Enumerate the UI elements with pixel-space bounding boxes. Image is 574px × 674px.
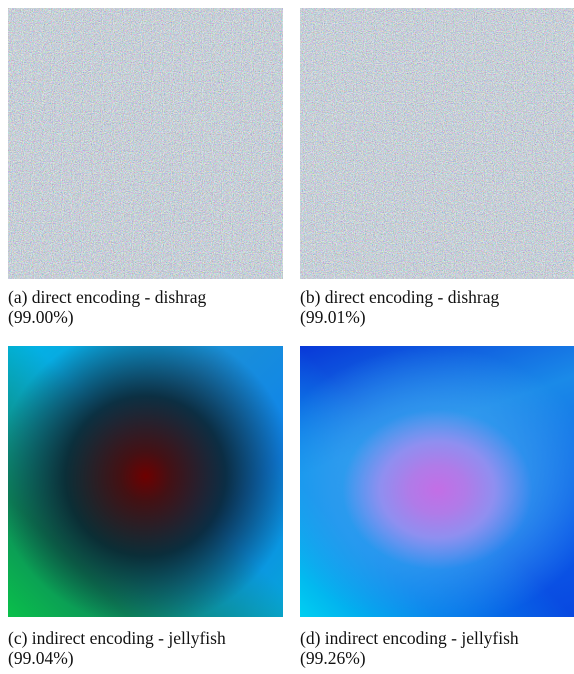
caption-score: (99.01%)	[300, 307, 574, 327]
caption-score: (99.04%)	[8, 648, 283, 668]
page: (a) direct encoding - dishrag (99.00%) (…	[0, 0, 574, 674]
caption-text: (d) indirect encoding - jellyfish	[300, 628, 574, 648]
caption: (b) direct encoding - dishrag (99.01%)	[300, 287, 574, 327]
gradient-image	[300, 346, 574, 617]
caption: (d) indirect encoding - jellyfish (99.26…	[300, 628, 574, 668]
caption-text: (b) direct encoding - dishrag	[300, 287, 574, 307]
caption: (a) direct encoding - dishrag (99.00%)	[8, 287, 283, 327]
noise-svg	[8, 8, 283, 279]
noise-svg	[300, 8, 574, 279]
caption-text: (a) direct encoding - dishrag	[8, 287, 283, 307]
gradient-image	[8, 346, 283, 617]
caption: (c) indirect encoding - jellyfish (99.04…	[8, 628, 283, 668]
caption-text: (c) indirect encoding - jellyfish	[8, 628, 283, 648]
caption-score: (99.00%)	[8, 307, 283, 327]
noise-image	[300, 8, 574, 279]
noise	[8, 8, 283, 279]
noise-image	[8, 8, 283, 279]
noise	[300, 8, 574, 279]
caption-score: (99.26%)	[300, 648, 574, 668]
